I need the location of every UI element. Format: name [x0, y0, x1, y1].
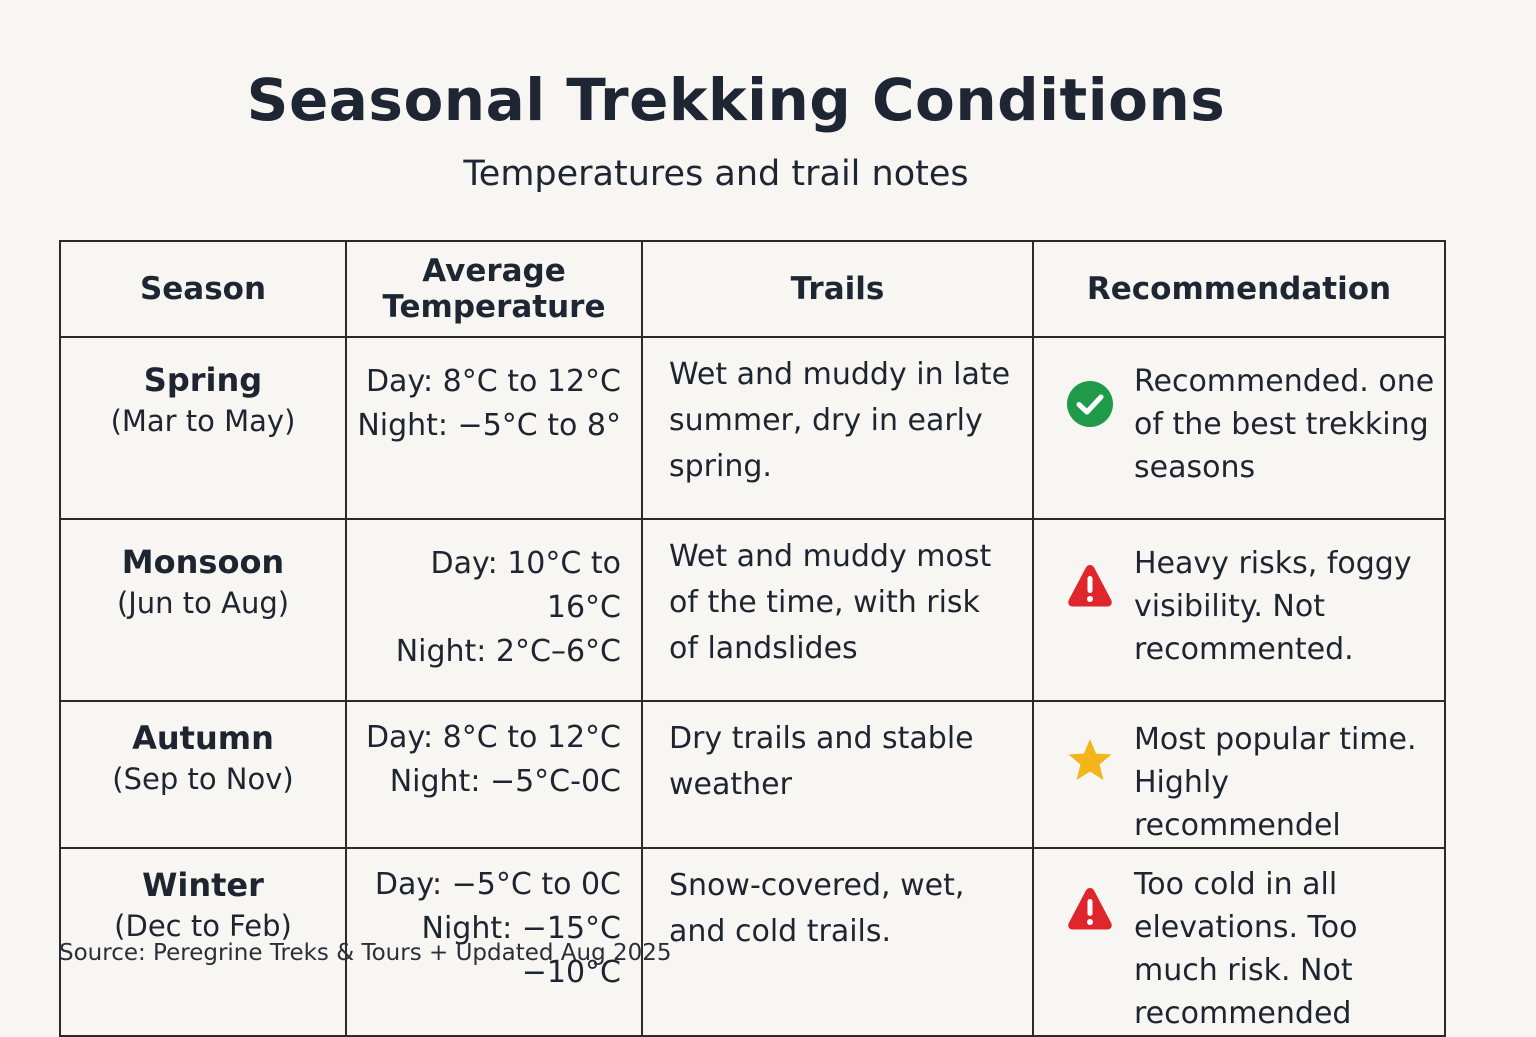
header-average-temperature-line2: Temperature: [382, 289, 606, 325]
season-name: Monsoon: [121, 543, 285, 581]
table-row: Spring (Mar to May) Day: 8°C to 12°C Nig…: [59, 336, 1446, 520]
recommendation-cell: Recommended. one of the best trekking se…: [1032, 336, 1446, 520]
table-row: Monsoon (Jun to Aug) Day: 10°C to 16°C N…: [59, 518, 1446, 702]
season-months: (Jun to Aug): [116, 586, 290, 620]
season-cell: Spring (Mar to May): [59, 336, 347, 520]
trails-cell: Dry trails and stable weather: [641, 700, 1034, 849]
recommendation-text: Most popular time. Highly recommendel: [1134, 722, 1417, 843]
temperature-cell: Day: 10°C to 16°C Night: 2°C–6°C: [345, 518, 643, 702]
page-subtitle: Temperatures and trail notes: [463, 154, 969, 194]
source-note: Source: Peregrine Treks & Tours + Update…: [59, 940, 672, 966]
header-recommendation: Recommendation: [1032, 240, 1446, 338]
warning-icon: [1068, 565, 1112, 607]
recommendation-cell: Most popular time. Highly recommendel: [1032, 700, 1446, 849]
table-header-row: Season Average Temperature Trails Recomm…: [59, 240, 1446, 338]
trails-cell: Wet and muddy most of the time, with ris…: [641, 518, 1034, 702]
season-name: Winter: [142, 866, 264, 904]
night-temperature: Night: −5°C-0C: [389, 764, 621, 799]
conditions-table: Season Average Temperature Trails Recomm…: [59, 240, 1446, 1037]
season-cell: Winter (Dec to Feb): [59, 847, 347, 1037]
night-temperature: Night: −5°C to 8°: [357, 408, 621, 443]
season-name: Autumn: [132, 719, 274, 757]
day-temperature: Day: 8°C to 12°C: [365, 364, 621, 399]
header-average-temperature-line1: Average: [422, 253, 566, 289]
recommendation-cell: Too cold in all elevations. Too much ris…: [1032, 847, 1446, 1037]
recommendation-cell: Heavy risks, foggy visibility. Not recom…: [1032, 518, 1446, 702]
page-title: Seasonal Trekking Conditions: [246, 66, 1226, 134]
star-icon: [1068, 739, 1112, 780]
header-trails: Trails: [641, 240, 1034, 338]
day-temperature: Day: 10°C to 16°C: [430, 546, 621, 625]
trails-cell: Wet and muddy in late summer, dry in ear…: [641, 336, 1034, 520]
season-name: Spring: [143, 361, 263, 399]
season-months: (Dec to Feb): [114, 909, 292, 943]
recommendation-text: Heavy risks, foggy visibility. Not recom…: [1134, 546, 1412, 667]
day-temperature: Day: 8°C to 12°C: [365, 720, 621, 755]
season-months: (Sep to Nov): [112, 762, 294, 796]
table-row: Autumn (Sep to Nov) Day: 8°C to 12°C Nig…: [59, 700, 1446, 849]
night-temperature: Night: 2°C–6°C: [395, 634, 621, 669]
season-cell: Autumn (Sep to Nov): [59, 700, 347, 849]
trails-cell: Snow-covered, wet, and cold trails.: [641, 847, 1034, 1037]
temperature-cell: Day: 8°C to 12°C Night: −5°C to 8°: [345, 336, 643, 520]
season-months: (Mar to May): [110, 404, 296, 438]
season-cell: Monsoon (Jun to Aug): [59, 518, 347, 702]
temperature-cell: Day: 8°C to 12°C Night: −5°C-0C: [345, 700, 643, 849]
night-temperature: Night: −15°C −10°C: [421, 911, 622, 990]
day-temperature: Day: −5°C to 0C: [374, 867, 621, 902]
header-average-temperature: Average Temperature: [345, 240, 643, 338]
recommendation-text: Recommended. one of the best trekking se…: [1134, 364, 1435, 485]
recommendation-text: Too cold in all elevations. Too much ris…: [1134, 867, 1358, 1031]
header-season: Season: [59, 240, 347, 338]
check-circle-icon: [1067, 381, 1113, 427]
warning-icon: [1068, 888, 1112, 930]
